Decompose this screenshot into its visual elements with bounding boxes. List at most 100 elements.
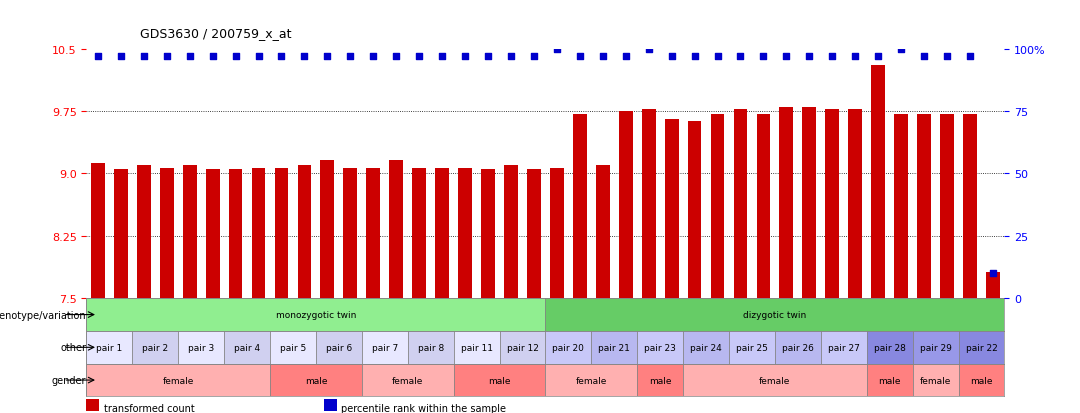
Bar [435,169,449,299]
Text: percentile rank within the sample: percentile rank within the sample [341,403,507,413]
Bar [821,331,867,364]
Bar [178,331,225,364]
Bar [454,364,545,396]
Text: pair 27: pair 27 [827,343,860,352]
Bar [362,364,454,396]
Point [869,54,887,60]
Bar [684,331,729,364]
Bar [86,299,545,331]
Point [502,54,519,60]
Text: pair 11: pair 11 [460,343,492,352]
Point [480,54,497,60]
Bar [959,331,1004,364]
Bar [274,169,288,299]
Bar [527,170,541,299]
Bar [390,161,403,299]
Text: pair 6: pair 6 [326,343,352,352]
Point [181,54,199,60]
Text: pair 25: pair 25 [735,343,768,352]
Bar [550,168,564,299]
Bar [133,331,178,364]
Text: GDS3630 / 200759_x_at: GDS3630 / 200759_x_at [140,27,292,40]
Bar [637,331,684,364]
Bar [913,331,959,364]
Bar [316,331,362,364]
Bar [757,114,770,299]
Text: pair 2: pair 2 [143,343,168,352]
Text: pair 21: pair 21 [598,343,631,352]
Bar [986,272,1000,299]
Point [732,54,750,60]
Point [984,270,1001,277]
Text: female: female [576,376,607,385]
Point [961,54,978,60]
Bar [114,170,127,299]
Bar [592,331,637,364]
Text: male: male [305,376,327,385]
Bar [366,168,380,299]
Bar [362,331,408,364]
Text: gender: gender [52,375,86,385]
Text: pair 3: pair 3 [188,343,214,352]
Bar [270,364,362,396]
Text: pair 22: pair 22 [966,343,997,352]
Bar [684,364,867,396]
Bar [458,169,472,299]
Bar [913,364,959,396]
Text: pair 1: pair 1 [96,343,122,352]
Bar [343,169,357,299]
Bar [637,364,684,396]
Point [847,54,864,60]
Text: pair 23: pair 23 [644,343,676,352]
Bar [160,169,174,299]
Text: pair 29: pair 29 [919,343,951,352]
Bar [665,120,678,299]
Text: female: female [392,376,423,385]
Bar [867,364,913,396]
Point [204,54,221,60]
Bar [545,364,637,396]
Bar [573,114,586,299]
Bar [270,331,315,364]
Point [663,54,680,60]
Bar [688,122,702,299]
Text: pair 7: pair 7 [372,343,397,352]
Bar [545,299,1004,331]
Bar [205,170,219,299]
Point [410,54,428,60]
Text: male: male [970,376,993,385]
Text: dizygotic twin: dizygotic twin [743,310,807,319]
Bar [500,331,545,364]
Text: genotype/variation: genotype/variation [0,310,86,320]
Text: pair 20: pair 20 [552,343,584,352]
Bar [775,331,821,364]
Point [273,54,291,60]
Point [800,54,818,60]
Bar [867,331,913,364]
Bar [917,114,931,299]
Bar [545,331,592,364]
Bar [959,364,1004,396]
Bar [183,166,197,299]
Bar [849,109,862,299]
Bar [963,114,977,299]
Point [778,54,795,60]
Point [227,54,244,60]
Point [916,54,933,60]
Bar [825,109,839,299]
Bar [711,114,725,299]
Text: male: male [488,376,511,385]
Point [433,54,450,60]
Bar [86,364,270,396]
Text: female: female [162,376,194,385]
Bar [596,166,610,299]
Point [686,54,703,60]
Point [755,54,772,60]
Bar [413,169,426,299]
Point [135,54,152,60]
Text: pair 5: pair 5 [280,343,306,352]
Point [319,54,336,60]
Text: pair 26: pair 26 [782,343,814,352]
Point [708,54,726,60]
Text: other: other [60,342,86,352]
